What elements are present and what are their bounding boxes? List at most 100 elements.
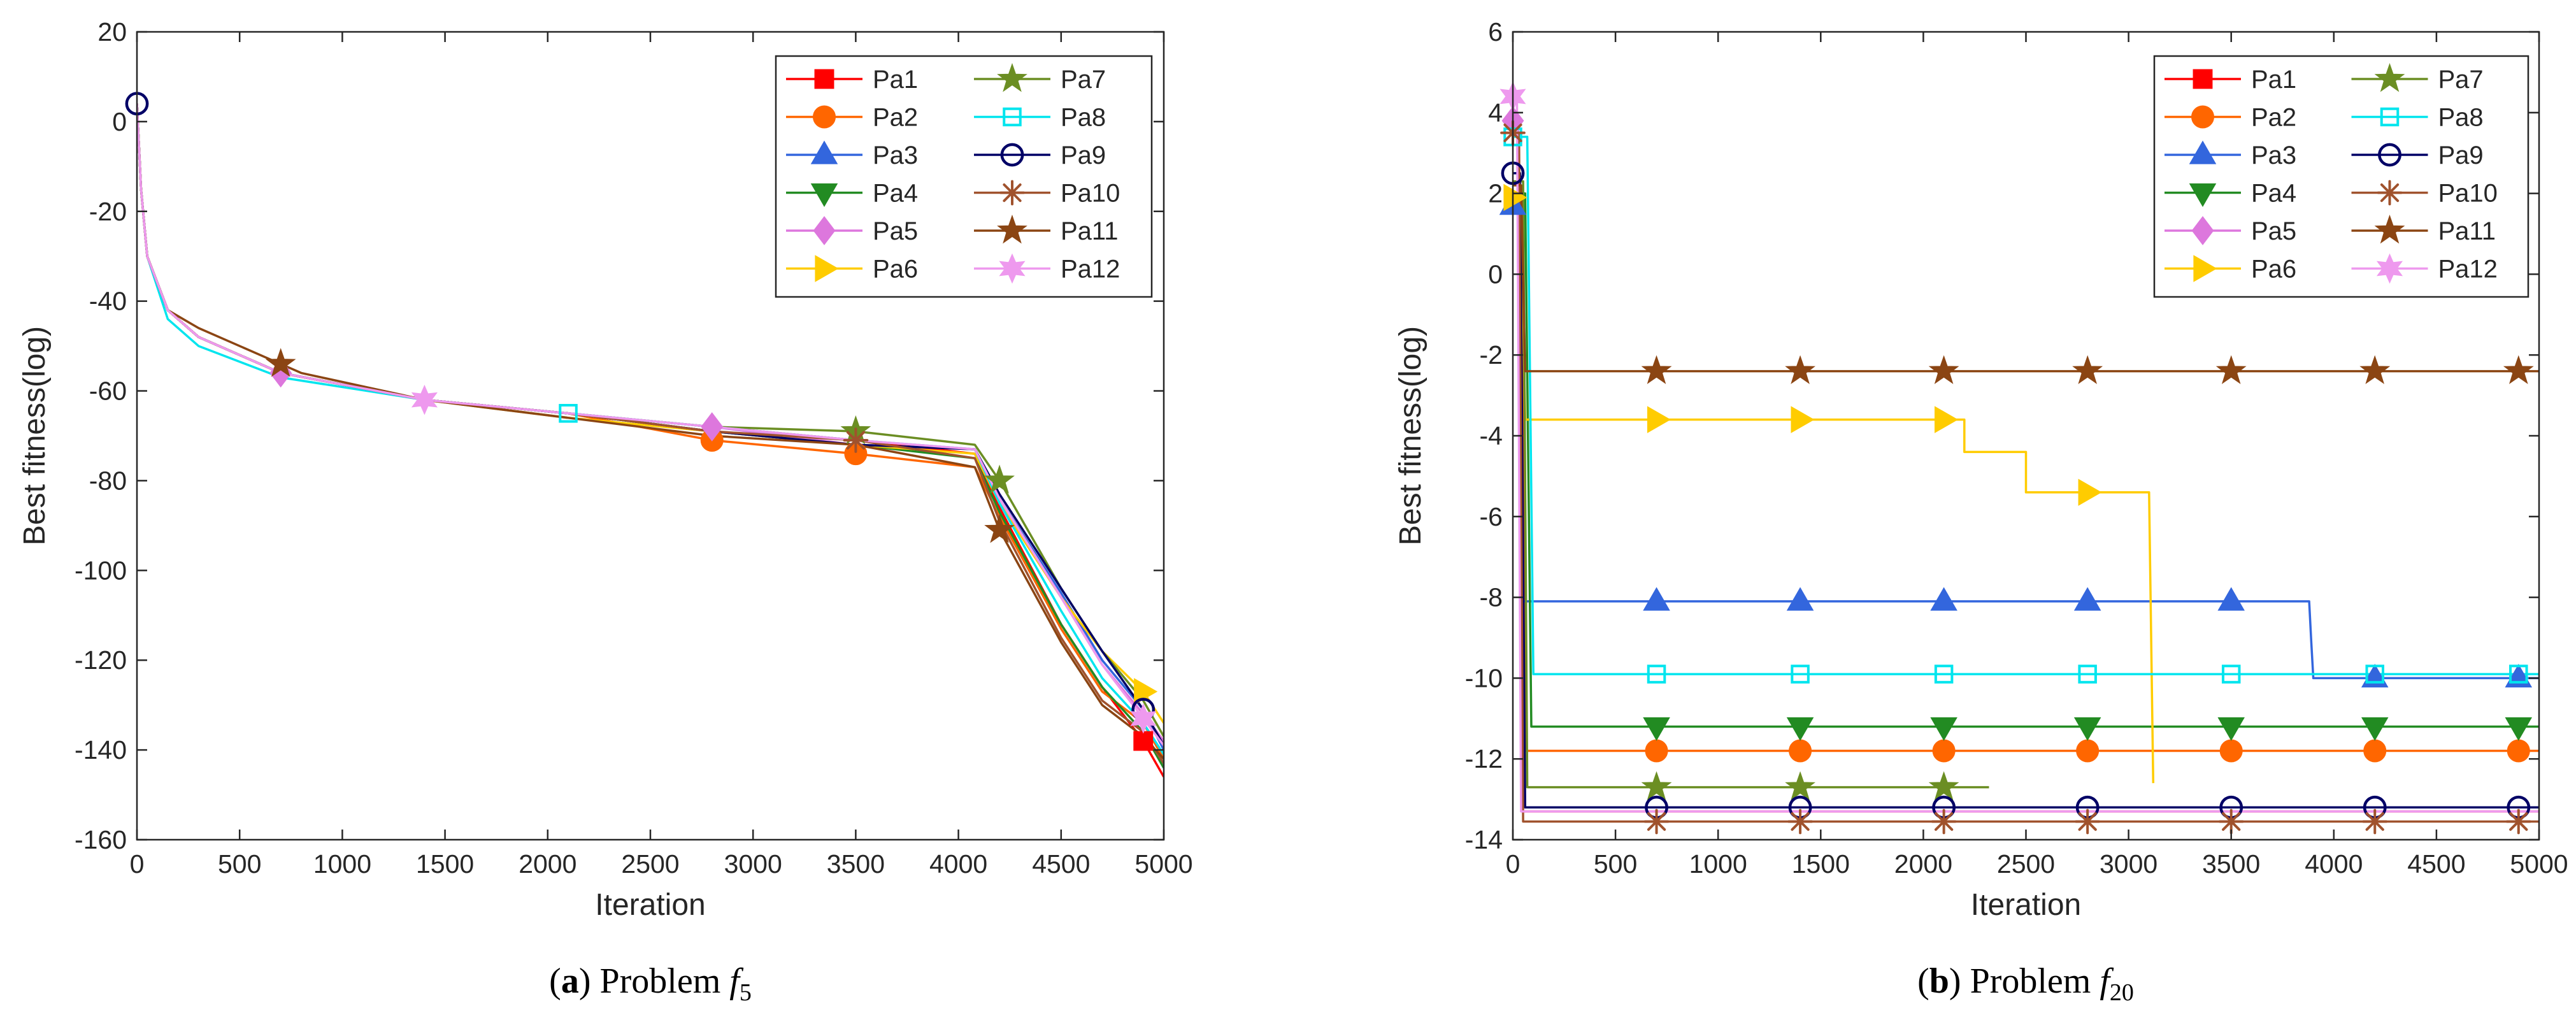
x-tick-label: 1500 <box>416 849 474 879</box>
legend-label: Pa10 <box>2438 180 2498 208</box>
legend-swatch-marker <box>810 140 838 164</box>
chart-a: 0 500 1000 1500 2000 2500 3000 3500 4000 4500 5000… <box>18 17 1193 1006</box>
legend-swatch-marker <box>2189 140 2217 164</box>
legend-swatch-marker <box>815 255 839 282</box>
series-marker-pa11 <box>265 348 296 377</box>
legend-label: Pa12 <box>2438 255 2498 284</box>
legend-label: Pa1 <box>873 66 918 94</box>
y-tick-label: -120 <box>75 645 127 675</box>
series-marker-pa8 <box>559 404 578 423</box>
y-tick-label: -4 <box>1480 421 1503 450</box>
series-marker-pa7 <box>1928 771 1959 800</box>
series-marker-pa8 <box>1791 665 1810 684</box>
y-tick-label: 6 <box>1488 17 1503 47</box>
series-marker-pa6 <box>1791 406 1815 433</box>
legend-item-pa11: Pa11 <box>974 214 1118 245</box>
x-tick-label: 3500 <box>2202 849 2260 879</box>
legend-swatch-marker <box>814 69 834 89</box>
y-tick-label: 20 <box>97 17 127 47</box>
legend-item-pa3: Pa3 <box>786 140 918 169</box>
series-marker-pa6 <box>1134 678 1158 705</box>
legend-swatch-marker <box>1000 143 1024 167</box>
series-marker-pa10 <box>1643 808 1670 835</box>
x-tick-label: 1500 <box>1792 849 1850 879</box>
x-axis-label-b: Iteration <box>1971 888 2081 922</box>
x-tick-label: 4000 <box>2305 849 2363 879</box>
y-tick-label: -60 <box>89 377 127 406</box>
series-marker-pa3 <box>1786 587 1814 611</box>
series-marker-pa2 <box>2363 739 2387 763</box>
y-tick-label: -6 <box>1480 502 1503 531</box>
series-marker-pa11 <box>1785 355 1815 384</box>
x-tick-label: 500 <box>1594 849 1637 879</box>
series-marker-pa3 <box>2217 587 2245 611</box>
y-axis-label-b: Best fitness(log) <box>1394 326 1428 545</box>
series-marker-pa7 <box>1641 771 1672 800</box>
series-marker-pa5 <box>701 412 724 442</box>
series-marker-pa4 <box>2217 717 2245 741</box>
legend-item-pa12: Pa12 <box>974 253 1120 284</box>
y-tick-label: -40 <box>89 287 127 316</box>
series-marker-pa1 <box>1133 731 1154 751</box>
y-tick-label: 0 <box>1488 259 1503 289</box>
x-tick-label: 1000 <box>313 849 371 879</box>
legend-swatch-marker <box>2374 62 2405 92</box>
legend-label: Pa7 <box>1061 66 1106 94</box>
legend-item-pa7: Pa7 <box>2351 62 2484 94</box>
x-tick-label: 0 <box>130 849 145 879</box>
x-tick-label: 2500 <box>621 849 679 879</box>
legend-item-pa1: Pa1 <box>786 66 918 94</box>
legend-b: Pa1 Pa2 Pa3 Pa4 Pa5 Pa6 Pa7 Pa8 Pa9 Pa10 Pa11 Pa12 <box>2153 55 2529 298</box>
legend-item-pa4: Pa4 <box>2165 180 2296 208</box>
series-line-pa12 <box>137 103 1164 747</box>
x-tick-label: 4000 <box>929 849 987 879</box>
x-tick-label: 3500 <box>827 849 885 879</box>
y-tick-label: -160 <box>75 825 127 854</box>
series-marker-pa8 <box>2365 665 2384 684</box>
legend-swatch-marker <box>2191 216 2214 245</box>
legend-swatch-marker <box>2193 255 2217 282</box>
y-tick-label: -8 <box>1480 583 1503 612</box>
series-marker-pa3 <box>1930 587 1957 611</box>
series-marker-pa6 <box>1647 406 1671 433</box>
y-tick-label: 4 <box>1488 98 1503 127</box>
caption-a: (a) Problem f5 <box>549 961 752 1006</box>
legend-label: Pa11 <box>2438 217 2496 245</box>
y-tick-label: -20 <box>89 197 127 226</box>
series-marker-pa10 <box>2218 808 2244 835</box>
legend-item-pa12: Pa12 <box>2351 253 2498 284</box>
y-tick-label: -80 <box>89 466 127 495</box>
y-axis-label-a: Best fitness(log) <box>18 326 52 545</box>
x-tick-label: 5000 <box>2510 849 2568 879</box>
series-marker-pa2 <box>2507 739 2530 763</box>
legend-swatch-marker <box>999 180 1025 206</box>
x-tick-label: 3000 <box>724 849 782 879</box>
legend-label: Pa2 <box>2251 104 2296 132</box>
x-tick-label: 0 <box>1506 849 1521 879</box>
series-marker-pa2 <box>2076 739 2100 763</box>
series-marker-pa6 <box>1935 406 1959 433</box>
series-marker-pa2 <box>1645 739 1668 763</box>
legend-swatch-marker <box>813 105 836 129</box>
series-marker-pa10 <box>2075 808 2101 835</box>
legend-swatch-marker <box>2377 180 2403 206</box>
legend-label: Pa1 <box>2251 66 2296 94</box>
series-marker-pa11 <box>984 514 1015 543</box>
x-tick-label: 500 <box>218 849 261 879</box>
legend-swatch-marker <box>813 216 836 245</box>
x-tick-label: 2000 <box>519 849 576 879</box>
legend-label: Pa8 <box>1061 104 1106 132</box>
legend-label: Pa3 <box>873 141 918 169</box>
series-marker-pa8 <box>2509 665 2528 684</box>
legend-swatch-marker <box>997 62 1027 92</box>
series-marker-pa3 <box>2073 587 2101 611</box>
series-marker-pa8 <box>1647 665 1666 684</box>
legend-label: Pa6 <box>2251 255 2296 284</box>
legend-label: Pa2 <box>873 104 918 132</box>
legend-item-pa8: Pa8 <box>974 104 1106 132</box>
legend-swatch-marker <box>2374 214 2405 244</box>
x-tick-label: 2500 <box>1997 849 2055 879</box>
legend-label: Pa5 <box>2251 217 2296 245</box>
series-marker-pa11 <box>2072 355 2103 384</box>
